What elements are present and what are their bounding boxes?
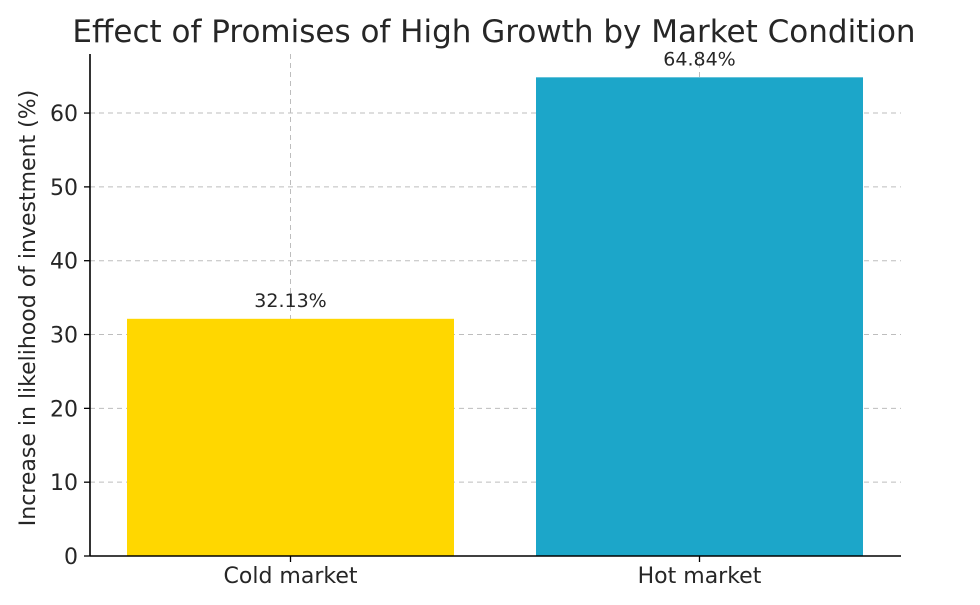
y-tick-label: 20 [50,397,78,422]
bar-value-label: 64.84% [663,48,735,70]
bar-hot-market [536,77,863,556]
y-tick-label: 50 [50,176,78,201]
axes [89,54,901,557]
y-axis-label: Increase in likelihood of investment (%) [16,90,41,526]
x-tick-label: Cold market [224,564,358,589]
y-tick-label: 30 [50,324,78,349]
y-tick-label: 10 [50,471,78,496]
chart-title: Effect of Promises of High Growth by Mar… [72,14,915,50]
x-tick-label: Hot market [638,564,762,589]
y-tick-label: 0 [64,545,78,570]
ticks: 0 10 20 30 40 50 60 Cold market Hot market [50,102,762,589]
bar-cold-market [127,318,454,556]
bar-value-label: 32.13% [254,290,326,312]
bars [127,77,863,556]
y-tick-label: 40 [50,250,78,275]
data-labels: 32.13% 64.84% [254,48,735,311]
y-tick-label: 60 [50,102,78,127]
